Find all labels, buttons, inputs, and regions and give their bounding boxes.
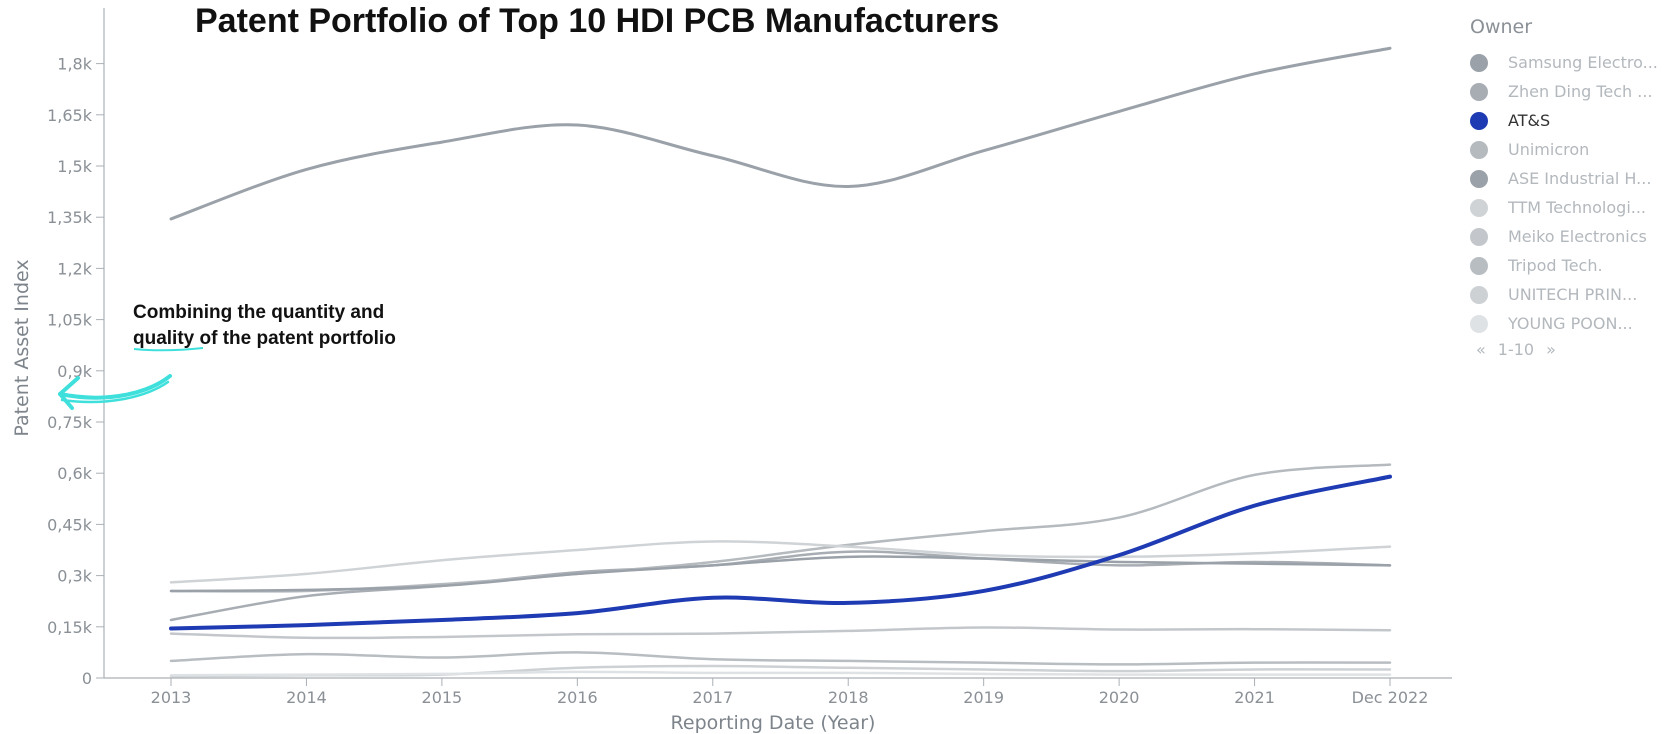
x-tick-label: 2016 [557, 688, 598, 707]
legend-dot-icon [1470, 227, 1488, 246]
x-axis-title: Reporting Date (Year) [671, 712, 876, 734]
pager-next-icon[interactable]: » [1546, 340, 1556, 359]
legend-item[interactable]: Meiko Electronics [1470, 222, 1666, 251]
x-tick-label: 2020 [1099, 688, 1140, 707]
x-tick-label: 2019 [963, 688, 1004, 707]
x-tick-label: 2017 [692, 688, 733, 707]
legend-item[interactable]: Tripod Tech. [1470, 251, 1666, 280]
legend-pager: « 1-10 » [1470, 340, 1666, 359]
chart-title: Patent Portfolio of Top 10 HDI PCB Manuf… [195, 2, 1000, 40]
x-tick-label: 2013 [151, 688, 192, 707]
legend-label: Unimicron [1508, 140, 1590, 159]
legend-item[interactable]: Samsung Electro... [1470, 48, 1666, 77]
legend-label: YOUNG POON... [1508, 314, 1633, 333]
series-line-ase-industrial-h[interactable] [169, 555, 1392, 593]
series-lines [169, 46, 1392, 678]
series-line-young-poon[interactable] [169, 670, 1392, 677]
y-tick-label: 0 [82, 669, 92, 688]
annotation-line-1: Combining the quantity and [133, 302, 385, 323]
legend-item[interactable]: AT&S [1470, 106, 1666, 135]
y-tick-label: 1,2k [57, 259, 92, 278]
legend-dot-icon [1470, 169, 1488, 188]
legend-dot-icon [1470, 111, 1488, 130]
legend-item[interactable]: ASE Industrial H... [1470, 164, 1666, 193]
legend-dot-icon [1470, 285, 1488, 304]
y-tick-label: 0,9k [57, 362, 92, 381]
annotation-line-2: quality of the patent portfolio [133, 328, 396, 349]
legend-label: Zhen Ding Tech ... [1508, 82, 1653, 101]
legend-dot-icon [1470, 198, 1488, 217]
legend-item[interactable]: UNITECH PRIN... [1470, 280, 1666, 309]
y-tick-label: 0,15k [47, 618, 93, 637]
y-axis-title: Patent Asset Index [11, 259, 33, 436]
legend-dot-icon [1470, 82, 1488, 101]
legend-label: UNITECH PRIN... [1508, 285, 1638, 304]
pager-prev-icon[interactable]: « [1476, 340, 1486, 359]
series-line-samsung-electro[interactable] [169, 46, 1392, 221]
y-tick-label: 0,6k [57, 464, 92, 483]
y-tick-label: 1,05k [47, 311, 93, 330]
legend-label: AT&S [1508, 111, 1551, 130]
legend-label: Samsung Electro... [1508, 53, 1658, 72]
legend-item[interactable]: TTM Technologi... [1470, 193, 1666, 222]
legend-dot-icon [1470, 314, 1488, 333]
legend-item[interactable]: YOUNG POON... [1470, 309, 1666, 338]
series-line-zhen-ding-tech[interactable] [169, 550, 1392, 622]
y-tick-label: 0,75k [47, 413, 93, 432]
legend-label: ASE Industrial H... [1508, 169, 1652, 188]
series-line-meiko-electronics[interactable] [169, 626, 1392, 640]
legend-label: Tripod Tech. [1508, 256, 1603, 275]
legend-item[interactable]: Unimicron [1470, 135, 1666, 164]
series-line-tripod-tech[interactable] [169, 651, 1392, 666]
annotation-underline [133, 347, 204, 352]
x-tick-label: 2015 [422, 688, 463, 707]
x-tick-label: 2018 [828, 688, 869, 707]
y-tick-label: 1,35k [47, 208, 93, 227]
series-line-ttm-technologi[interactable] [169, 540, 1392, 584]
x-tick-label: 2014 [286, 688, 327, 707]
y-tick-label: 1,65k [47, 106, 93, 125]
legend-title: Owner [1470, 16, 1533, 38]
y-tick-label: 1,5k [57, 157, 92, 176]
tick-labels: 0 0,15k 0,3k 0,45k 0,6k 0,75k 0,9k 1,05k 1,2k 1,3… [47, 55, 1428, 707]
legend-dot-icon [1470, 256, 1488, 275]
series-line-at-s[interactable] [169, 474, 1392, 631]
pager-range: 1-10 [1497, 340, 1535, 359]
y-tick-label: 1,8k [57, 55, 92, 74]
legend-label: TTM Technologi... [1508, 198, 1647, 217]
x-tick-label: 2021 [1234, 688, 1275, 707]
x-tick-label: Dec 2022 [1352, 688, 1429, 707]
legend-item[interactable]: Zhen Ding Tech ... [1470, 77, 1666, 106]
legend: Owner Samsung Electro... Zhen Ding Tech .… [1470, 16, 1666, 359]
legend-dot-icon [1470, 53, 1488, 72]
legend-label: Meiko Electronics [1508, 227, 1647, 246]
y-tick-label: 0,3k [57, 567, 92, 586]
annotation-arrow-icon [58, 374, 172, 410]
legend-dot-icon [1470, 140, 1488, 159]
series-line-unimicron[interactable] [169, 463, 1392, 593]
y-tick-label: 0,45k [47, 515, 93, 534]
axes [96, 8, 1452, 686]
legend-items: Samsung Electro... Zhen Ding Tech ... AT&S… [1470, 48, 1666, 338]
annotation-text: Combining the quantity and quality of th… [133, 300, 396, 352]
